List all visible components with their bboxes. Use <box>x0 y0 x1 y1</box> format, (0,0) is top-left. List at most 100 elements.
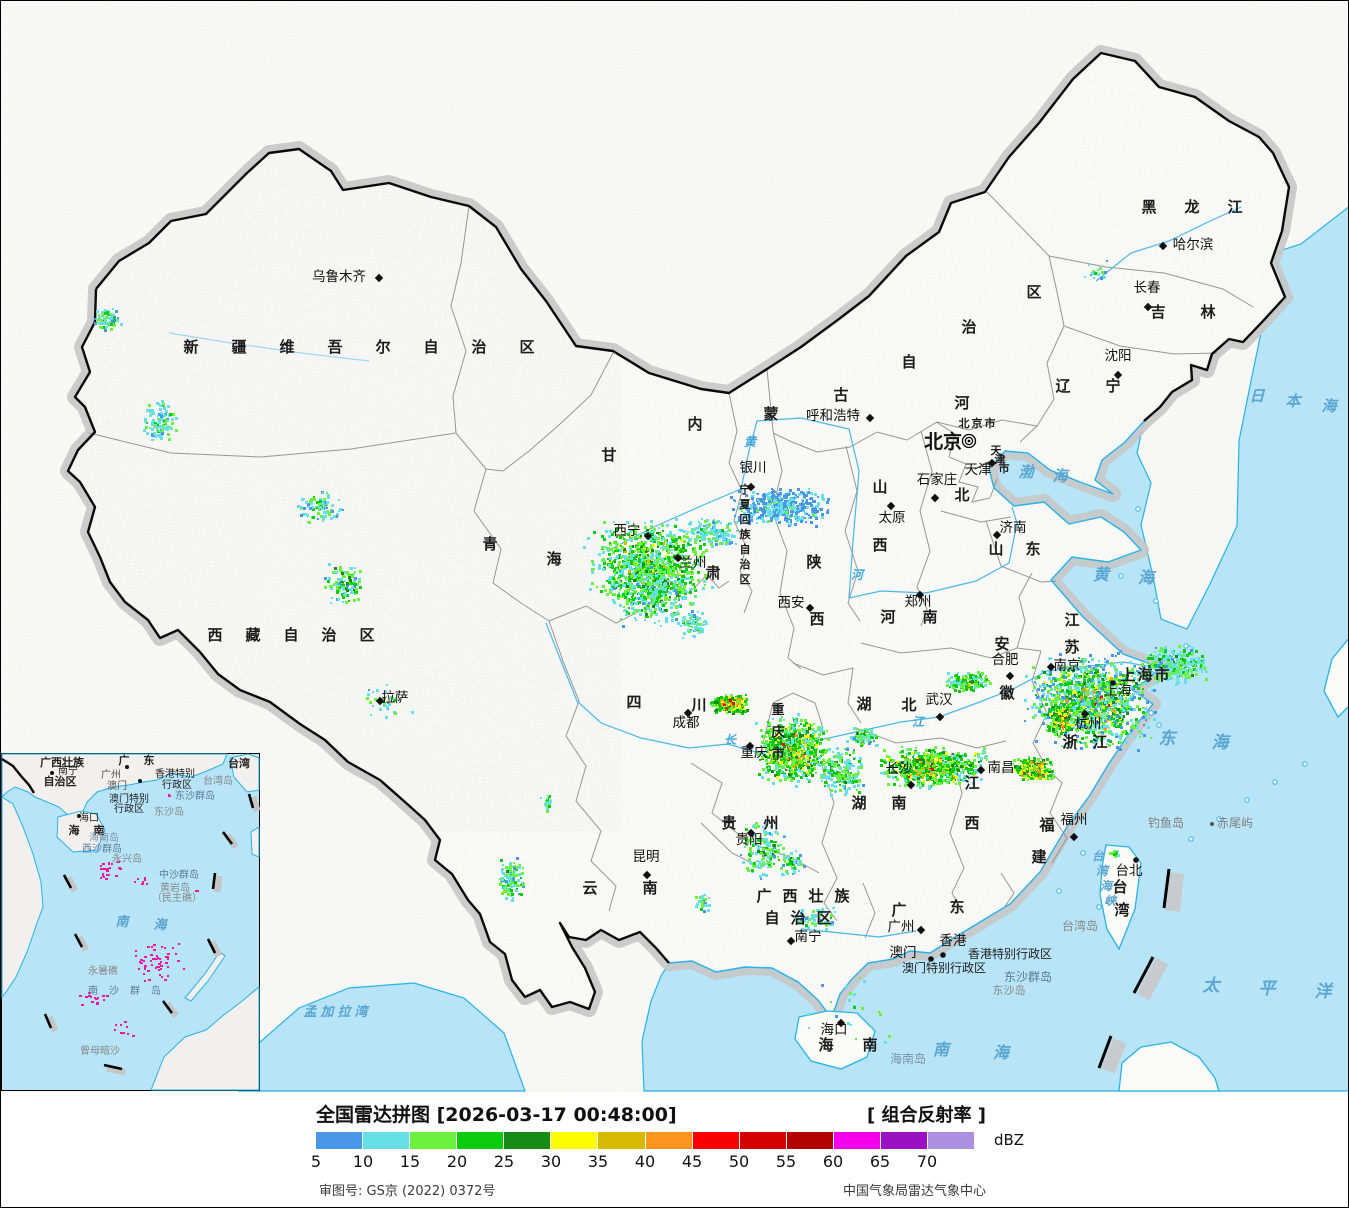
province-label: 区 <box>359 626 374 644</box>
legend-color-swatch <box>833 1132 880 1149</box>
minor-label: 澳门特别行政区 <box>902 960 986 975</box>
islet-dot <box>1210 822 1214 826</box>
legend-tick: 35 <box>587 1152 609 1171</box>
province-label: 贵 <box>721 814 736 832</box>
province-label: 江 <box>1064 611 1079 629</box>
legend-tick: 25 <box>493 1152 515 1171</box>
national-border-north <box>95 51 1291 422</box>
city-label: 台北 <box>1116 863 1144 879</box>
province-label: 河 <box>880 608 895 626</box>
city-marker <box>374 273 384 283</box>
island-dot <box>1188 836 1194 842</box>
inset-mainland <box>1 753 228 825</box>
inset-city-dot <box>138 779 142 783</box>
province-label: 西 <box>964 814 979 832</box>
minor-label: 钓鱼岛 <box>1148 815 1184 830</box>
province-label: 北 <box>954 486 969 504</box>
inset-label: 南宁 <box>58 764 78 777</box>
legend-tick: 5 <box>310 1152 322 1171</box>
province-label: 江 <box>964 774 979 792</box>
city-label: 郑州 <box>905 594 932 610</box>
province-label: 西 <box>207 626 222 644</box>
city-marker <box>805 603 815 613</box>
province-label: 治 <box>961 318 976 336</box>
province-label: 京 <box>972 416 983 430</box>
province-label: 肃 <box>705 564 720 582</box>
city-marker <box>1133 857 1139 863</box>
province-label: 古 <box>833 386 848 404</box>
sea-label: 峡 <box>1104 894 1118 908</box>
sea-label: 海 <box>1052 467 1070 485</box>
inset-label: 行政区 <box>162 778 192 791</box>
province-label: 治 <box>321 626 336 644</box>
legend-color-swatch <box>363 1132 410 1149</box>
province-label: 南 <box>862 1036 877 1054</box>
capital-marker <box>964 436 974 446</box>
legend-color-swatch <box>504 1132 551 1149</box>
province-label: 浙 <box>1062 733 1077 751</box>
sea-label: 海 <box>993 1043 1012 1062</box>
minor-label: 海南岛 <box>890 1051 926 1066</box>
legend-tick: 30 <box>540 1152 562 1171</box>
province-label: 内 <box>687 415 702 433</box>
inset-label: 东沙岛 <box>154 805 184 818</box>
inset-label: 香港特别 <box>155 768 195 780</box>
sea-label: 海 <box>1212 733 1232 753</box>
legend-credit: 中国气象局雷达气象中心 <box>842 1184 986 1199</box>
province-label: 族 <box>740 527 752 541</box>
inset-label: 海 <box>69 823 80 837</box>
province-label: 夏 <box>740 498 752 511</box>
province-label: 湖 <box>851 794 866 812</box>
province-label: 福 <box>1038 816 1054 834</box>
inset-label: 澳门 <box>107 779 127 792</box>
inset-label: 东 <box>144 753 155 767</box>
province-label: 藏 <box>245 626 260 644</box>
sea-label: 湾 <box>354 1004 370 1020</box>
capital-marker <box>961 433 977 449</box>
sea-label: 拉 <box>337 1004 352 1020</box>
province-label: 湾 <box>1114 901 1129 919</box>
inset-label: 永暑礁 <box>88 964 118 977</box>
province-label: 区 <box>740 573 751 586</box>
sea-label: 日 <box>1249 387 1265 405</box>
legend-colorbar <box>316 1132 975 1149</box>
province-label: 州 <box>762 814 778 832</box>
city-marker <box>987 458 997 468</box>
island-dot <box>1118 573 1124 579</box>
city-label: 哈尔滨 <box>1173 237 1214 253</box>
city-marker <box>746 828 756 838</box>
legend-panel: 全国雷达拼图 [2026-03-17 00:48:00] [ 组合反射率 ] d… <box>1 1092 1348 1207</box>
sea-label: 东 <box>1159 729 1179 749</box>
province-label: 北 <box>959 416 970 430</box>
city-marker <box>935 712 945 722</box>
inset-label: （民主礁） <box>152 891 202 904</box>
legend-tick: 20 <box>446 1152 468 1171</box>
island-dot <box>1302 761 1308 767</box>
city-label: 澳门 <box>890 945 917 961</box>
city-label: 香港 <box>940 933 968 949</box>
sea-label: 本 <box>1285 392 1302 410</box>
legend-color-swatch <box>880 1132 928 1149</box>
nine-dash-line <box>1097 868 1184 1074</box>
legend-tick: 10 <box>352 1152 374 1171</box>
province-label: 市 <box>771 746 784 762</box>
city-marker <box>976 765 986 775</box>
inset-label: 岛 <box>151 984 161 997</box>
inset-label: 黄岩岛 <box>160 881 190 894</box>
island-dot <box>1183 643 1189 649</box>
city-label: 长春 <box>1134 280 1162 296</box>
tianjin-leader-line <box>974 461 990 470</box>
province-label: 新 <box>183 338 198 356</box>
province-label: 天 <box>991 444 1003 457</box>
inset-palawan <box>184 951 226 1002</box>
province-label: 自 <box>740 542 751 556</box>
city-marker <box>1069 832 1079 842</box>
province-label: 宁 <box>740 482 751 496</box>
province-label: 蒙 <box>763 405 778 423</box>
province-label: 苏 <box>1064 638 1079 656</box>
province-label: 区 <box>1026 283 1041 301</box>
province-label: 宁 <box>1105 377 1120 395</box>
